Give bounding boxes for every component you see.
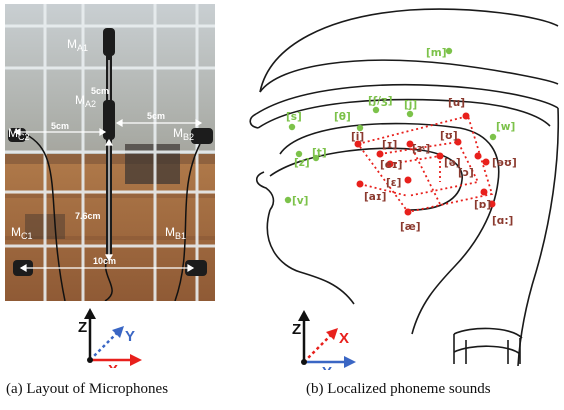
phoneme-ou: [əʊ]	[492, 157, 517, 169]
dim-a1-a2: 5cm	[91, 86, 109, 96]
axis-y-b: Y	[322, 364, 332, 370]
phoneme-a-long: [ɑ:]	[492, 215, 513, 227]
mic-a1-label: MA1	[67, 37, 88, 53]
phoneme-u: [u]	[448, 97, 465, 109]
phoneme-z: [z]	[294, 157, 310, 169]
phoneme-sh-zh: [ʃ/ʒ]	[368, 95, 393, 107]
phoneme-open-o: [ɔ]	[458, 167, 474, 179]
axis-z-b: Z	[292, 321, 301, 338]
phoneme-theta: [θ]	[334, 111, 351, 123]
mic-c2-label: MC2	[8, 126, 30, 142]
mic-a2-label: MA2	[75, 93, 96, 109]
phoneme-m: [m]	[426, 47, 447, 59]
dim-bottom: 10cm	[93, 256, 116, 266]
phoneme-w: [w]	[496, 121, 515, 133]
axes-indicator-a: Z Y X	[78, 308, 142, 368]
axis-x-b: X	[339, 330, 349, 347]
axes-indicator-b: Z X Y	[292, 310, 356, 370]
axis-y-a: Y	[125, 328, 135, 345]
phoneme-er: [ɝ]	[412, 143, 430, 155]
mic-b1-label: MB1	[165, 225, 186, 241]
phoneme-upsilon: [ʊ]	[440, 130, 458, 142]
phoneme-turned-a: [ɒ]	[474, 199, 491, 211]
vocal-tract-diagram: [m] [s] [θ] [ʃ/ʒ] [j] [w] [z] [t] [v] [u…	[249, 8, 560, 366]
phoneme-ai: [aɪ]	[364, 191, 386, 203]
dim-c2-a2: 5cm	[51, 121, 69, 131]
phoneme-v: [v]	[292, 195, 308, 207]
phoneme-s: [s]	[286, 111, 302, 123]
phoneme-schwa: [ə]	[444, 157, 461, 169]
phoneme-j: [j]	[404, 99, 417, 111]
dim-a2-b2: 5cm	[147, 111, 165, 121]
dim-vertical: 7.6cm	[75, 211, 101, 221]
microphone-layout-photo: MA1 MA2 MC2 MB2 MC1 MB1 5cm 5cm 5cm 7.6c…	[5, 4, 215, 301]
phoneme-i: [i]	[351, 131, 364, 143]
phoneme-t: [t]	[312, 147, 327, 159]
phoneme-epsilon: [ɛ]	[386, 177, 401, 189]
phoneme-near-close: [ɪ]	[382, 139, 397, 151]
axis-z-a: Z	[78, 319, 87, 336]
phoneme-ae: [æ]	[400, 221, 421, 233]
phoneme-ei: [eɪ]	[380, 159, 402, 171]
caption-b: (b) Localized phoneme sounds	[306, 381, 491, 397]
mic-c1-label: MC1	[11, 225, 33, 241]
caption-a: (a) Layout of Microphones	[6, 381, 169, 397]
axis-x-a: X	[108, 362, 118, 368]
mic-b2-label: MB2	[173, 126, 194, 142]
